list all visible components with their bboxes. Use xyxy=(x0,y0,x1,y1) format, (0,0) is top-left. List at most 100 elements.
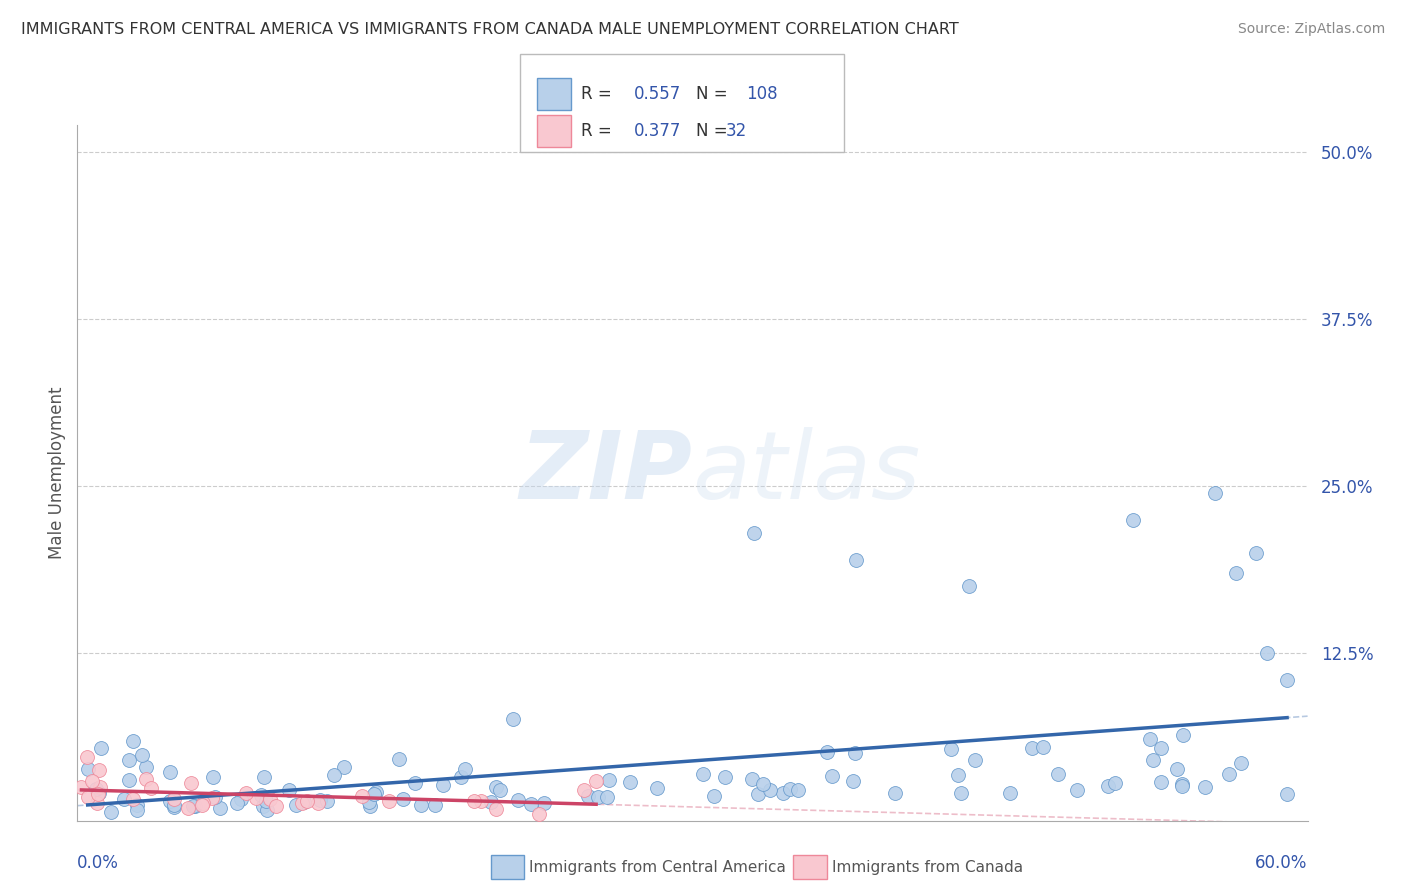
Point xyxy=(100,805,122,820)
Point xyxy=(527,806,550,821)
Text: 60.0%: 60.0% xyxy=(1256,855,1308,872)
Point xyxy=(1142,753,1164,767)
Point xyxy=(204,789,226,804)
Point xyxy=(264,799,287,814)
Point xyxy=(112,791,135,805)
Point xyxy=(845,552,868,567)
Point xyxy=(485,802,508,816)
Point xyxy=(1021,740,1043,755)
Text: N =: N = xyxy=(696,85,733,103)
Point xyxy=(703,789,725,804)
Text: Immigrants from Central America: Immigrants from Central America xyxy=(529,860,786,874)
Point xyxy=(1171,727,1194,741)
Point xyxy=(135,772,157,786)
Point xyxy=(772,786,794,800)
Point xyxy=(86,797,108,811)
Point xyxy=(1275,673,1298,688)
Point xyxy=(308,793,330,807)
Point xyxy=(181,799,204,814)
Point xyxy=(135,760,157,774)
Point xyxy=(141,781,163,796)
Point xyxy=(159,794,181,808)
Point xyxy=(1171,777,1194,791)
Point xyxy=(821,769,844,783)
Point xyxy=(950,786,973,800)
Point xyxy=(1139,731,1161,746)
Text: Immigrants from Canada: Immigrants from Canada xyxy=(832,860,1024,874)
Point xyxy=(450,770,472,784)
Point xyxy=(1171,780,1194,794)
Point xyxy=(432,778,454,792)
Point xyxy=(118,753,141,767)
Text: ZIP: ZIP xyxy=(520,426,693,519)
Point xyxy=(315,794,337,808)
Point xyxy=(1256,646,1278,660)
Point xyxy=(752,777,775,791)
Point xyxy=(948,767,970,781)
Point xyxy=(285,798,308,813)
Point xyxy=(118,772,141,787)
Point xyxy=(963,753,986,767)
Point xyxy=(250,789,273,803)
Point xyxy=(957,580,980,594)
Point xyxy=(470,793,492,807)
Text: N =: N = xyxy=(696,122,733,140)
Text: 108: 108 xyxy=(747,85,778,103)
Point xyxy=(463,794,485,808)
Point xyxy=(127,803,149,817)
Point xyxy=(1225,566,1247,581)
Point xyxy=(423,798,446,813)
Point xyxy=(254,794,277,808)
Point xyxy=(520,797,543,811)
Point xyxy=(815,745,838,759)
Point xyxy=(252,799,274,814)
Point xyxy=(89,780,111,795)
Point xyxy=(163,799,186,814)
Point xyxy=(76,750,98,764)
Point xyxy=(1218,766,1240,780)
Point xyxy=(359,795,381,809)
Point xyxy=(1097,779,1119,793)
Point xyxy=(76,762,98,776)
Text: R =: R = xyxy=(581,122,617,140)
Point xyxy=(290,796,312,810)
Point xyxy=(245,790,267,805)
Point xyxy=(1046,767,1069,781)
Point xyxy=(479,795,502,809)
Point xyxy=(201,770,224,784)
Point xyxy=(259,791,281,805)
Point xyxy=(692,767,714,781)
Point xyxy=(359,799,381,814)
Point xyxy=(941,741,963,756)
Point xyxy=(598,772,620,787)
Point xyxy=(533,796,555,810)
Point xyxy=(253,770,276,784)
Text: 0.0%: 0.0% xyxy=(77,855,120,872)
Point xyxy=(574,782,596,797)
Point xyxy=(842,773,865,788)
Point xyxy=(1229,756,1251,770)
Text: R =: R = xyxy=(581,85,617,103)
Point xyxy=(191,797,214,812)
Point xyxy=(162,792,184,806)
Point xyxy=(84,782,107,797)
Point xyxy=(508,793,530,807)
Point xyxy=(1166,763,1188,777)
Point xyxy=(585,774,607,789)
Point xyxy=(1194,780,1216,794)
Text: Source: ZipAtlas.com: Source: ZipAtlas.com xyxy=(1237,22,1385,37)
Point xyxy=(70,780,93,794)
Point xyxy=(1246,546,1268,560)
Point xyxy=(307,796,329,810)
Point xyxy=(388,752,411,766)
Point xyxy=(1204,485,1226,500)
Point xyxy=(1032,739,1054,754)
Point xyxy=(883,786,905,800)
Point xyxy=(759,782,782,797)
Point xyxy=(786,783,808,797)
Point xyxy=(256,803,278,817)
Text: atlas: atlas xyxy=(693,427,921,518)
Point xyxy=(176,801,198,815)
Point xyxy=(1066,783,1088,797)
Point xyxy=(180,776,202,790)
